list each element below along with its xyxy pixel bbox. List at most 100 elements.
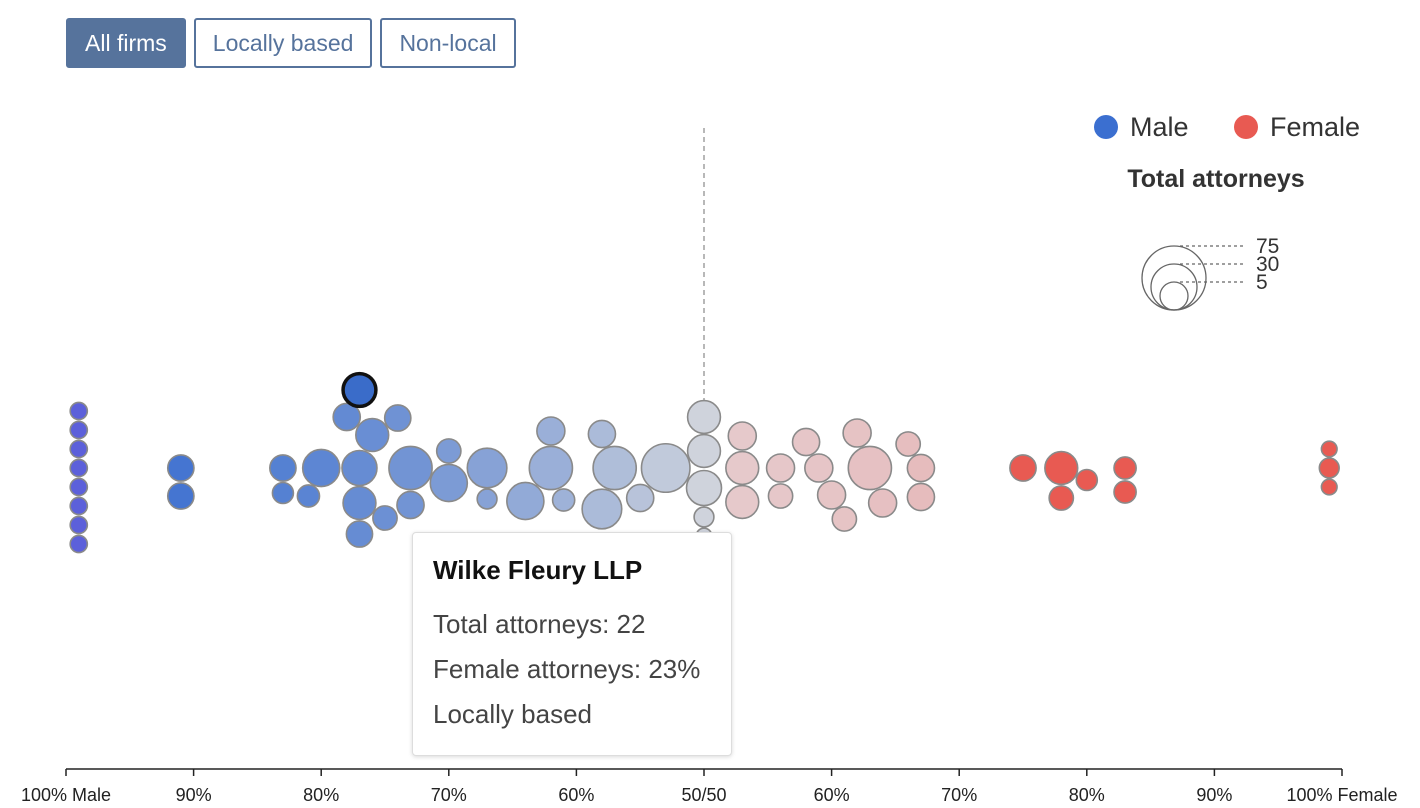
firm-bubble[interactable] <box>429 463 469 503</box>
firm-bubble[interactable] <box>727 421 758 451</box>
firm-bubble[interactable] <box>1318 457 1340 479</box>
x-axis-ticks: 100% Male 90% 80% 70% 60% 50/50 60% 70% 80% 90% 10… <box>21 769 1398 805</box>
firm-bubble[interactable] <box>355 417 390 453</box>
highlighted-firm-bubble[interactable] <box>341 371 378 409</box>
firm-bubble[interactable] <box>686 433 722 469</box>
firm-bubble[interactable] <box>166 482 195 510</box>
size-legend-circle-small <box>1159 281 1189 311</box>
firm-bubble[interactable] <box>906 482 936 512</box>
bubbles-group <box>69 371 1340 554</box>
firm-bubble[interactable] <box>551 488 576 512</box>
x-tick-label: 80% <box>1069 785 1105 805</box>
legend-male-swatch <box>1094 115 1118 139</box>
firm-bubble[interactable] <box>581 488 623 530</box>
firm-bubble[interactable] <box>842 418 872 448</box>
firm-bubble[interactable] <box>693 506 715 528</box>
x-tick-label: 90% <box>1196 785 1232 805</box>
firm-bubble[interactable] <box>1320 440 1338 458</box>
firm-bubble[interactable] <box>69 496 89 516</box>
x-tick-label: 80% <box>303 785 339 805</box>
firm-bubble[interactable] <box>396 490 425 520</box>
x-tick-label: 50/50 <box>681 785 726 805</box>
tooltip-firm-name: Wilke Fleury LLP <box>433 555 643 585</box>
locally-based-button[interactable]: Locally based <box>193 18 373 68</box>
firm-bubble[interactable] <box>341 449 378 487</box>
x-tick-label: 60% <box>558 785 594 805</box>
firm-bubble[interactable] <box>332 402 362 432</box>
firm-bubble[interactable] <box>69 515 89 535</box>
firm-bubble[interactable] <box>804 453 834 483</box>
firm-bubble[interactable] <box>269 454 297 482</box>
firm-bubble[interactable] <box>166 454 195 482</box>
firm-bubble[interactable] <box>587 419 617 449</box>
size-legend-value-small: 5 <box>1256 271 1268 294</box>
firm-bubble[interactable] <box>847 445 893 491</box>
tooltip-total-attorneys: Total attorneys: 22 <box>433 609 646 639</box>
firm-bubble[interactable] <box>342 485 377 521</box>
firm-bubble[interactable] <box>69 534 89 554</box>
firm-bubble[interactable] <box>372 505 398 531</box>
firm-bubble[interactable] <box>69 439 89 459</box>
firm-bubble[interactable] <box>725 484 760 520</box>
x-tick-label: 100% Female <box>1286 785 1397 805</box>
firm-bubble[interactable] <box>816 480 847 510</box>
x-tick-label: 100% Male <box>21 785 111 805</box>
firm-bubble[interactable] <box>301 448 341 488</box>
firm-bubble[interactable] <box>791 427 821 457</box>
size-legend-title: Total attorneys <box>1127 165 1304 193</box>
firm-bubble[interactable] <box>765 453 796 483</box>
firm-bubble[interactable] <box>640 442 691 494</box>
firm-bubble[interactable] <box>271 481 295 505</box>
firm-bubble[interactable] <box>686 399 722 435</box>
firm-bubble[interactable] <box>1113 456 1137 480</box>
legend-female-label: Female <box>1270 112 1360 142</box>
firm-bubble[interactable] <box>767 483 794 509</box>
firm-bubble[interactable] <box>1320 478 1338 496</box>
legend-female-swatch <box>1234 115 1258 139</box>
x-tick-label: 90% <box>176 785 212 805</box>
firm-bubble[interactable] <box>906 453 936 483</box>
firm-bubble[interactable] <box>685 469 723 507</box>
legend: Male Female Total attorneys 75 30 5 <box>1094 112 1360 311</box>
firm-bubble[interactable] <box>1075 468 1099 492</box>
firm-bubble[interactable] <box>69 458 89 478</box>
firm-bubble[interactable] <box>69 420 89 440</box>
firm-bubble[interactable] <box>476 488 498 510</box>
firm-bubble[interactable] <box>625 483 655 513</box>
x-tick-label: 70% <box>431 785 467 805</box>
firm-bubble[interactable] <box>831 506 858 532</box>
firm-bubble[interactable] <box>466 447 508 489</box>
size-legend-circle-medium <box>1150 263 1198 311</box>
tooltip-female-attorneys: Female attorneys: 23% <box>433 654 701 684</box>
size-legend-value-medium: 30 <box>1256 253 1279 276</box>
size-legend-value-large: 75 <box>1256 235 1279 258</box>
firm-bubble[interactable] <box>69 401 89 421</box>
firm-bubble[interactable] <box>1113 480 1137 504</box>
firm-bubble[interactable] <box>506 481 545 521</box>
firm-bubble[interactable] <box>345 520 374 548</box>
size-legend-circle-large <box>1141 245 1207 311</box>
firm-bubble[interactable] <box>388 445 433 491</box>
firm-bubble[interactable] <box>69 477 89 497</box>
firm-tooltip: Wilke Fleury LLP Total attorneys: 22 Fem… <box>412 532 732 756</box>
firm-bubble[interactable] <box>1044 450 1079 486</box>
tooltip-location: Locally based <box>433 699 592 729</box>
firm-bubble[interactable] <box>296 484 321 508</box>
x-tick-label: 60% <box>814 785 850 805</box>
legend-male-label: Male <box>1130 112 1189 142</box>
firm-bubble[interactable] <box>536 416 566 446</box>
firm-bubble[interactable] <box>592 445 638 491</box>
firm-bubble[interactable] <box>1048 485 1075 511</box>
all-firms-button[interactable]: All firms <box>66 18 186 68</box>
firm-bubble[interactable] <box>895 431 922 457</box>
non-local-button[interactable]: Non-local <box>380 18 516 68</box>
firm-bubble[interactable] <box>383 404 412 432</box>
firm-bubble[interactable] <box>528 445 574 491</box>
firm-bubble[interactable] <box>725 450 760 486</box>
x-tick-label: 70% <box>941 785 977 805</box>
firm-bubble[interactable] <box>1009 454 1037 482</box>
firm-bubble[interactable] <box>867 488 898 518</box>
firm-bubble[interactable] <box>435 438 462 464</box>
filter-bar: All firms Locally based Non-local <box>66 18 516 68</box>
